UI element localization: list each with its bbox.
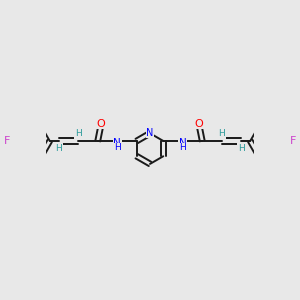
Text: H: H bbox=[179, 143, 186, 152]
Text: O: O bbox=[97, 118, 106, 129]
Text: H: H bbox=[56, 144, 62, 153]
Text: H: H bbox=[114, 143, 121, 152]
Text: N: N bbox=[113, 138, 121, 148]
Text: H: H bbox=[218, 129, 225, 138]
Text: O: O bbox=[194, 118, 203, 129]
Text: H: H bbox=[75, 129, 82, 138]
Text: N: N bbox=[146, 128, 154, 138]
Text: F: F bbox=[3, 136, 10, 146]
Text: F: F bbox=[290, 136, 297, 146]
Text: H: H bbox=[238, 144, 244, 153]
Text: N: N bbox=[179, 138, 187, 148]
